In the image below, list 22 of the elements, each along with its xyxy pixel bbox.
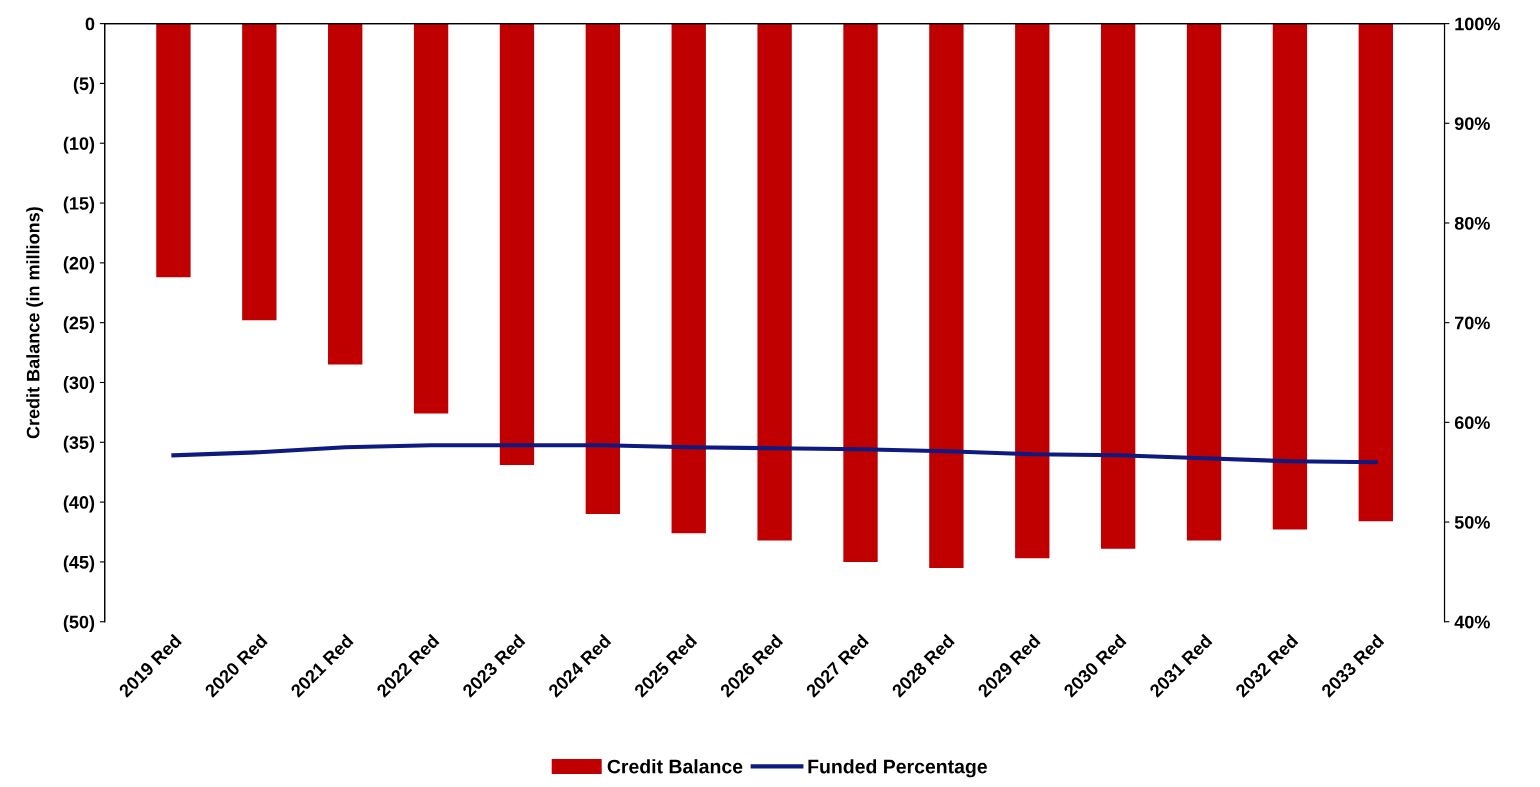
y2-tick-label: 40% [1454, 615, 1490, 629]
y-tick-label: (35) [63, 435, 95, 453]
y-tick-label: (15) [63, 196, 95, 214]
y-tick-label: (30) [63, 375, 95, 393]
y-tick-label: (45) [63, 555, 95, 573]
y-tick-label: (10) [63, 136, 95, 154]
line-series [171, 443, 1378, 465]
y-axis-title: Credit Balance (in millions) [26, 207, 44, 439]
y-tick-label: 0 [85, 17, 95, 31]
y2-tick-label: 90% [1454, 117, 1490, 131]
y2-tick-label: 60% [1454, 416, 1490, 430]
y2-tick-label: 100% [1455, 17, 1500, 31]
legend-label: Funded Percentage [808, 759, 987, 778]
y-tick-label: (5) [73, 76, 95, 94]
y-tick-label: (20) [63, 256, 95, 274]
y2-tick-label: 50% [1454, 515, 1490, 529]
y-tick-label: (40) [63, 495, 95, 513]
y-tick-label: (50) [63, 615, 95, 633]
y2-tick-label: 70% [1455, 316, 1490, 330]
y2-tick-label: 80% [1454, 216, 1490, 230]
y-tick-label: (25) [63, 316, 95, 333]
legend-label: Credit Balance [607, 759, 743, 774]
